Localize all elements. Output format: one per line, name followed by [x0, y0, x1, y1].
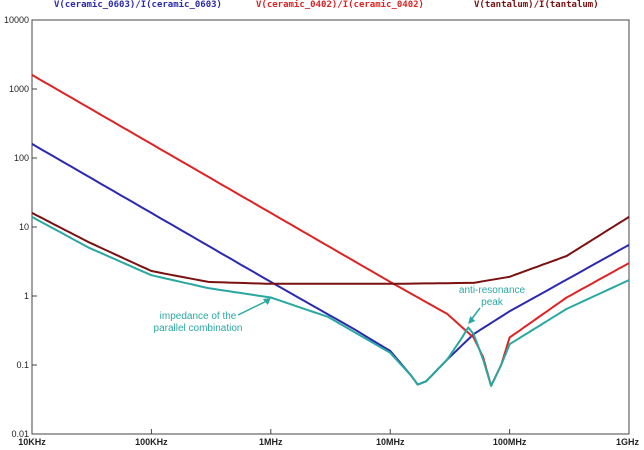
annotation-arrowhead — [468, 315, 476, 324]
annotation-arrow — [237, 299, 270, 316]
x-tick-label: 10MHz — [376, 437, 405, 447]
legend-entry-ceramic-0402: V(ceramic_0402)/I(ceramic_0402) — [256, 0, 424, 10]
annotation-antiresonance-label: peak — [481, 297, 504, 308]
annotation-antiresonance-label: anti-resonance — [459, 285, 526, 296]
x-tick-label: 1GHz — [616, 437, 640, 447]
x-tick-label: 1MHz — [259, 437, 283, 447]
x-tick-label: 100KHz — [135, 437, 168, 447]
annotation-parallel-label: impedance of the — [160, 311, 237, 322]
series-line-2 — [31, 212, 630, 285]
annotation-parallel-label: parallel combination — [154, 323, 243, 334]
y-tick-label: 0.01 — [11, 429, 29, 439]
y-tick-label: 10000 — [4, 15, 29, 25]
legend-entry-tantalum: V(tantalum)/I(tantalum) — [474, 0, 599, 10]
annotation-arrowhead — [262, 298, 271, 305]
series-line-3 — [31, 216, 630, 387]
y-tick-label: 100 — [14, 153, 29, 163]
plot-frame — [31, 19, 630, 435]
y-tick-label: 1000 — [9, 84, 29, 94]
y-tick-label: 10 — [19, 222, 29, 232]
x-tick-label: 100MHz — [493, 437, 527, 447]
y-tick-label: 0.1 — [16, 360, 29, 370]
y-tick-label: 1 — [24, 291, 29, 301]
legend-entry-ceramic-0603: V(ceramic_0603)/I(ceramic_0603) — [54, 0, 222, 10]
x-tick-label: 10KHz — [18, 437, 46, 447]
